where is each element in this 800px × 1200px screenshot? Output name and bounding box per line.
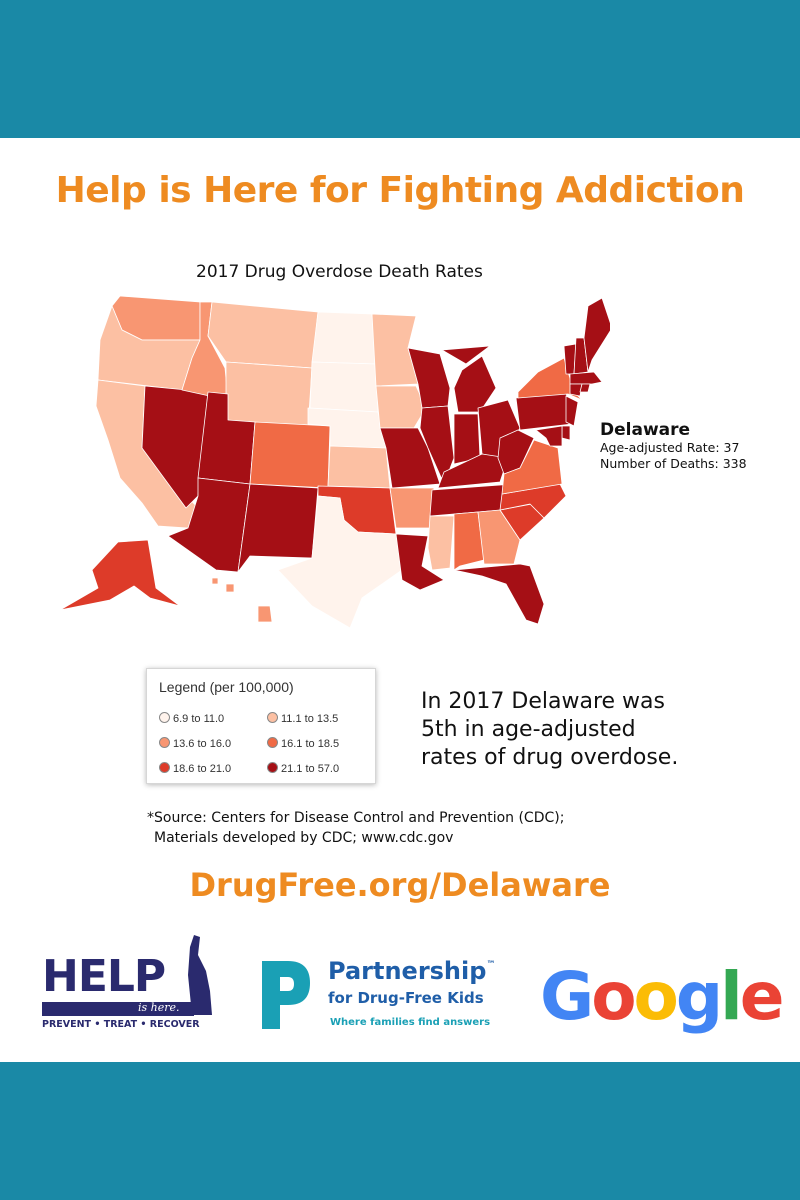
state-FL[interactable]: [453, 563, 545, 625]
callout-rate: Age-adjusted Rate: 37: [600, 440, 740, 455]
source-note: *Source: Centers for Disease Control and…: [147, 808, 564, 848]
state-AR[interactable]: [389, 487, 435, 529]
source-line: *Source: Centers for Disease Control and…: [147, 810, 565, 826]
legend-item: 6.9 to 11.0: [159, 712, 224, 725]
fact-line: In 2017 Delaware was: [421, 689, 665, 714]
partnership-logo: Partnership™ for Drug-Free Kids Where fa…: [258, 955, 518, 1035]
trademark: ™: [486, 960, 496, 970]
legend-label: 6.9 to 11.0: [173, 713, 225, 725]
legend-title: Legend (per 100,000): [159, 679, 294, 695]
state-AK[interactable]: [59, 539, 181, 611]
partnership-p-icon: [262, 961, 310, 1029]
legend-swatch-0: [159, 712, 170, 723]
bottom-banner: [0, 1062, 800, 1200]
site-link[interactable]: DrugFree.org/Delaware: [189, 866, 611, 904]
state-MS[interactable]: [427, 515, 455, 571]
partnership-line2: for Drug-Free Kids: [328, 989, 484, 1007]
headline: Help is Here for Fighting Addiction: [55, 170, 745, 211]
help-is-here-logo: HELP is here. PREVENT • TREAT • RECOVER: [42, 935, 212, 1030]
legend-swatch-3: [267, 737, 278, 748]
help-logo-word: HELP: [42, 951, 166, 1002]
callout-deaths: Number of Deaths: 338: [600, 456, 747, 471]
fact-line: rates of drug overdose.: [421, 745, 679, 770]
google-letter: l: [720, 958, 743, 1035]
state-RI[interactable]: [579, 383, 591, 393]
state-ME[interactable]: [583, 297, 610, 373]
state-WY[interactable]: [225, 361, 313, 429]
state-MT[interactable]: [207, 301, 319, 369]
state-KS[interactable]: [327, 445, 391, 489]
source-line: Materials developed by CDC; www.cdc.gov: [154, 830, 454, 846]
fact-line: 5th in age-adjusted: [421, 717, 636, 742]
legend-swatch-1: [267, 712, 278, 723]
top-banner: [0, 0, 800, 138]
map-title: 2017 Drug Overdose Death Rates: [196, 262, 483, 282]
state-AL[interactable]: [453, 511, 485, 571]
state-TX[interactable]: [277, 495, 403, 629]
legend-label: 21.1 to 57.0: [281, 763, 340, 775]
us-overdose-map: [59, 295, 610, 629]
state-GA[interactable]: [477, 509, 521, 565]
google-letter: g: [675, 958, 723, 1035]
partnership-tagline: Where families find answers: [330, 1017, 491, 1028]
partnership-name: Partnership™: [328, 957, 495, 985]
delaware-shape-icon: [188, 935, 212, 1015]
delaware-fact: In 2017 Delaware was 5th in age-adjusted…: [421, 688, 678, 772]
legend-item: 21.1 to 57.0: [267, 762, 339, 775]
google-logo: Google: [540, 958, 785, 1035]
help-logo-bar: [42, 1002, 194, 1016]
help-logo-sub: is here.: [138, 1001, 180, 1014]
map-legend: Legend (per 100,000) 6.9 to 11.0 11.1 to…: [146, 668, 376, 784]
partnership-line1: Partnership: [328, 957, 487, 985]
state-IA[interactable]: [375, 385, 427, 429]
callout-state: Delaware: [600, 420, 691, 440]
google-letter: o: [633, 958, 679, 1035]
state-MD[interactable]: [535, 425, 563, 447]
legend-item: 11.1 to 13.5: [267, 712, 338, 725]
legend-swatch-4: [159, 762, 170, 773]
state-NM[interactable]: [237, 483, 319, 573]
legend-swatch-2: [159, 737, 170, 748]
state-SD[interactable]: [309, 361, 379, 413]
legend-label: 18.6 to 21.0: [173, 763, 232, 775]
legend-swatch-5: [267, 762, 278, 773]
state-HI[interactable]: [211, 577, 273, 623]
legend-label: 16.1 to 18.5: [281, 738, 340, 750]
state-CO[interactable]: [249, 421, 331, 489]
state-MI[interactable]: [441, 345, 497, 413]
legend-label: 11.1 to 13.5: [281, 713, 339, 725]
legend-item: 16.1 to 18.5: [267, 737, 339, 750]
state-ND[interactable]: [311, 311, 377, 365]
state-MA[interactable]: [569, 371, 603, 385]
state-NJ[interactable]: [565, 395, 579, 427]
state-LA[interactable]: [395, 533, 445, 591]
legend-item: 13.6 to 16.0: [159, 737, 231, 750]
google-letter: e: [739, 958, 785, 1035]
legend-item: 18.6 to 21.0: [159, 762, 231, 775]
delaware-callout: Delaware Age-adjusted Rate: 37 Number of…: [600, 420, 747, 472]
google-letter: G: [540, 958, 594, 1035]
legend-label: 13.6 to 16.0: [173, 738, 232, 750]
help-logo-tagline: PREVENT • TREAT • RECOVER: [42, 1019, 200, 1030]
state-CT[interactable]: [569, 383, 583, 397]
google-letter: o: [591, 958, 636, 1035]
state-VA[interactable]: [501, 439, 563, 495]
state-DE[interactable]: [561, 425, 571, 441]
